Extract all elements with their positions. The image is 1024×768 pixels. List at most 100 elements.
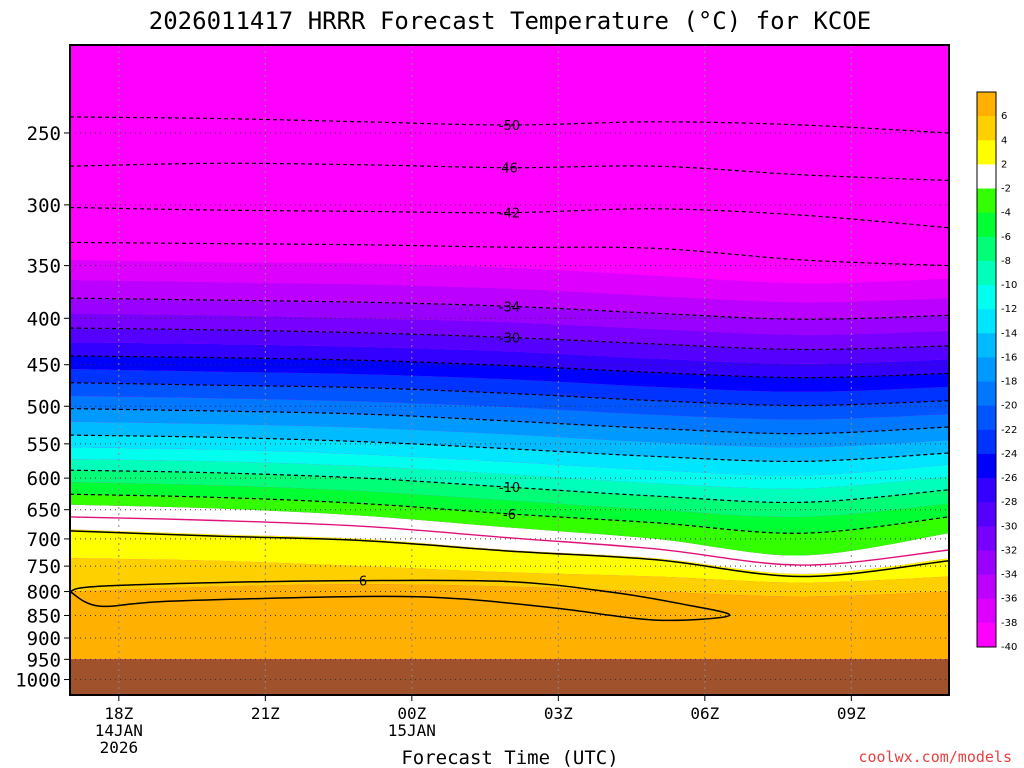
colorbar-swatch-5 — [977, 212, 996, 238]
x-tick-label-3: 03Z — [544, 704, 573, 723]
colorbar-swatch-3 — [977, 164, 996, 190]
ground-below-surface — [70, 659, 949, 695]
colorbar-swatch-22 — [977, 622, 996, 648]
temperature-band-15 — [70, 355, 949, 392]
colorbar-swatch-0 — [977, 92, 996, 117]
colorbar-label-1: 4 — [1001, 135, 1007, 146]
contour-label-11: -6 — [503, 508, 516, 523]
colorbar-swatch-8 — [977, 285, 996, 310]
temperature-band-18 — [70, 313, 949, 350]
isotherm-contours: -50 46 -42 -34 -30 -10 -6 6 — [70, 116, 949, 622]
contour-line-14 — [70, 579, 731, 622]
colorbar-swatch-20 — [977, 574, 996, 600]
temperature-band-4 — [70, 494, 949, 556]
colorbar-label-13: -22 — [1001, 425, 1017, 436]
colorbar-label-14: -24 — [1001, 449, 1017, 460]
temperature-band-6 — [70, 470, 949, 518]
y-tick-label-4: 450 — [27, 355, 61, 377]
colorbar-label-15: -26 — [1001, 473, 1017, 484]
temperature-band-10 — [70, 421, 949, 462]
y-tick-label-14: 950 — [27, 649, 61, 671]
y-axis: 2503003504004505005506006507007508008509… — [15, 123, 70, 692]
x-tick-label-0: 18Z — [104, 704, 133, 723]
colorbar-label-7: -10 — [1001, 280, 1017, 291]
colorbar-swatch-2 — [977, 140, 996, 165]
plot-frame — [69, 44, 950, 696]
y-tick-label-3: 400 — [27, 308, 61, 330]
x-tick-label-4: 06Z — [690, 704, 719, 723]
x-tick-label-1: 21Z — [251, 704, 280, 723]
colorbar-swatch-16 — [977, 478, 996, 503]
colorbar-label-18: -32 — [1001, 545, 1017, 556]
temperature-band-16 — [70, 342, 949, 378]
contour-line-13 — [70, 530, 949, 578]
contour-label-10: -10 — [499, 481, 520, 496]
contour-label-2: -42 — [499, 207, 520, 222]
y-tick-label-12: 850 — [27, 605, 61, 627]
contour-label-4: -34 — [499, 300, 520, 315]
x-tick-date-0: 14JAN — [95, 721, 143, 740]
colorbar-label-9: -14 — [1001, 328, 1017, 339]
plot-area: -50 46 -42 -34 -30 -10 -6 6 — [69, 44, 950, 696]
temperature-band-7 — [70, 459, 949, 503]
colorbar-swatch-18 — [977, 526, 996, 551]
colorbar-label-17: -30 — [1001, 521, 1017, 532]
colorbar-swatch-17 — [977, 502, 996, 527]
x-tick-year-0: 2026 — [100, 738, 139, 757]
contour-label-5: -30 — [499, 332, 520, 347]
colorbar-label-5: -6 — [1001, 232, 1011, 243]
colorbar-swatch-13 — [977, 405, 996, 431]
contour-line-12 — [70, 516, 949, 566]
colorbar-label-21: -38 — [1001, 618, 1017, 629]
temperature-band-17 — [70, 328, 949, 364]
colorbar-swatch-9 — [977, 309, 996, 334]
colorbar-swatch-6 — [977, 236, 996, 262]
chart-title: 2026011417 HRRR Forecast Temperature (°C… — [149, 7, 871, 35]
colorbar-label-20: -36 — [1001, 594, 1017, 605]
colorbar-label-22: -40 — [1001, 642, 1017, 653]
grid-lines — [70, 45, 949, 695]
temperature-bands — [70, 260, 949, 660]
colorbar-swatch-4 — [977, 188, 996, 214]
contour-label-14: 6 — [359, 575, 367, 590]
colorbar-swatch-10 — [977, 333, 996, 358]
y-tick-label-7: 600 — [27, 468, 61, 490]
temperature-band-5 — [70, 482, 949, 534]
x-axis-label: Forecast Time (UTC) — [401, 747, 618, 768]
temperature-band-1 — [70, 558, 949, 597]
colorbar-swatch-1 — [977, 116, 996, 141]
temperature-band-21 — [70, 260, 949, 303]
y-tick-label-0: 250 — [27, 123, 61, 145]
y-tick-label-6: 550 — [27, 434, 61, 456]
y-tick-label-15: 1000 — [15, 670, 61, 692]
contour-label-1: 46 — [501, 162, 518, 177]
temperature-band-9 — [70, 435, 949, 476]
colorbar-label-16: -28 — [1001, 497, 1017, 508]
colorbar-swatch-11 — [977, 357, 996, 383]
y-tick-label-10: 750 — [27, 556, 61, 578]
x-tick-label-2: 00Z — [397, 704, 426, 723]
temperature-band-0 — [70, 584, 949, 660]
colorbar-swatch-12 — [977, 381, 996, 407]
temperature-band-12 — [70, 395, 949, 434]
colorbar-swatch-19 — [977, 550, 996, 576]
colorbar-label-6: -8 — [1001, 256, 1011, 267]
contour-label-0: -50 — [499, 119, 520, 134]
colorbar-label-19: -34 — [1001, 570, 1017, 581]
colorbar-label-2: 2 — [1001, 159, 1007, 170]
colorbar-label-10: -16 — [1001, 352, 1017, 363]
temperature-band-8 — [70, 447, 949, 489]
colorbar-swatch-15 — [977, 453, 996, 479]
y-tick-label-5: 500 — [27, 396, 61, 418]
y-tick-label-2: 350 — [27, 256, 61, 278]
temperature-band-20 — [70, 280, 949, 320]
y-tick-label-8: 650 — [27, 500, 61, 522]
colorbar-swatch-21 — [977, 598, 996, 624]
colorbar-swatch-14 — [977, 429, 996, 455]
colorbar-label-12: -20 — [1001, 401, 1017, 412]
temperature-band-13 — [70, 382, 949, 420]
x-tick-date-2: 15JAN — [388, 721, 436, 740]
temperature-band-19 — [70, 298, 949, 335]
